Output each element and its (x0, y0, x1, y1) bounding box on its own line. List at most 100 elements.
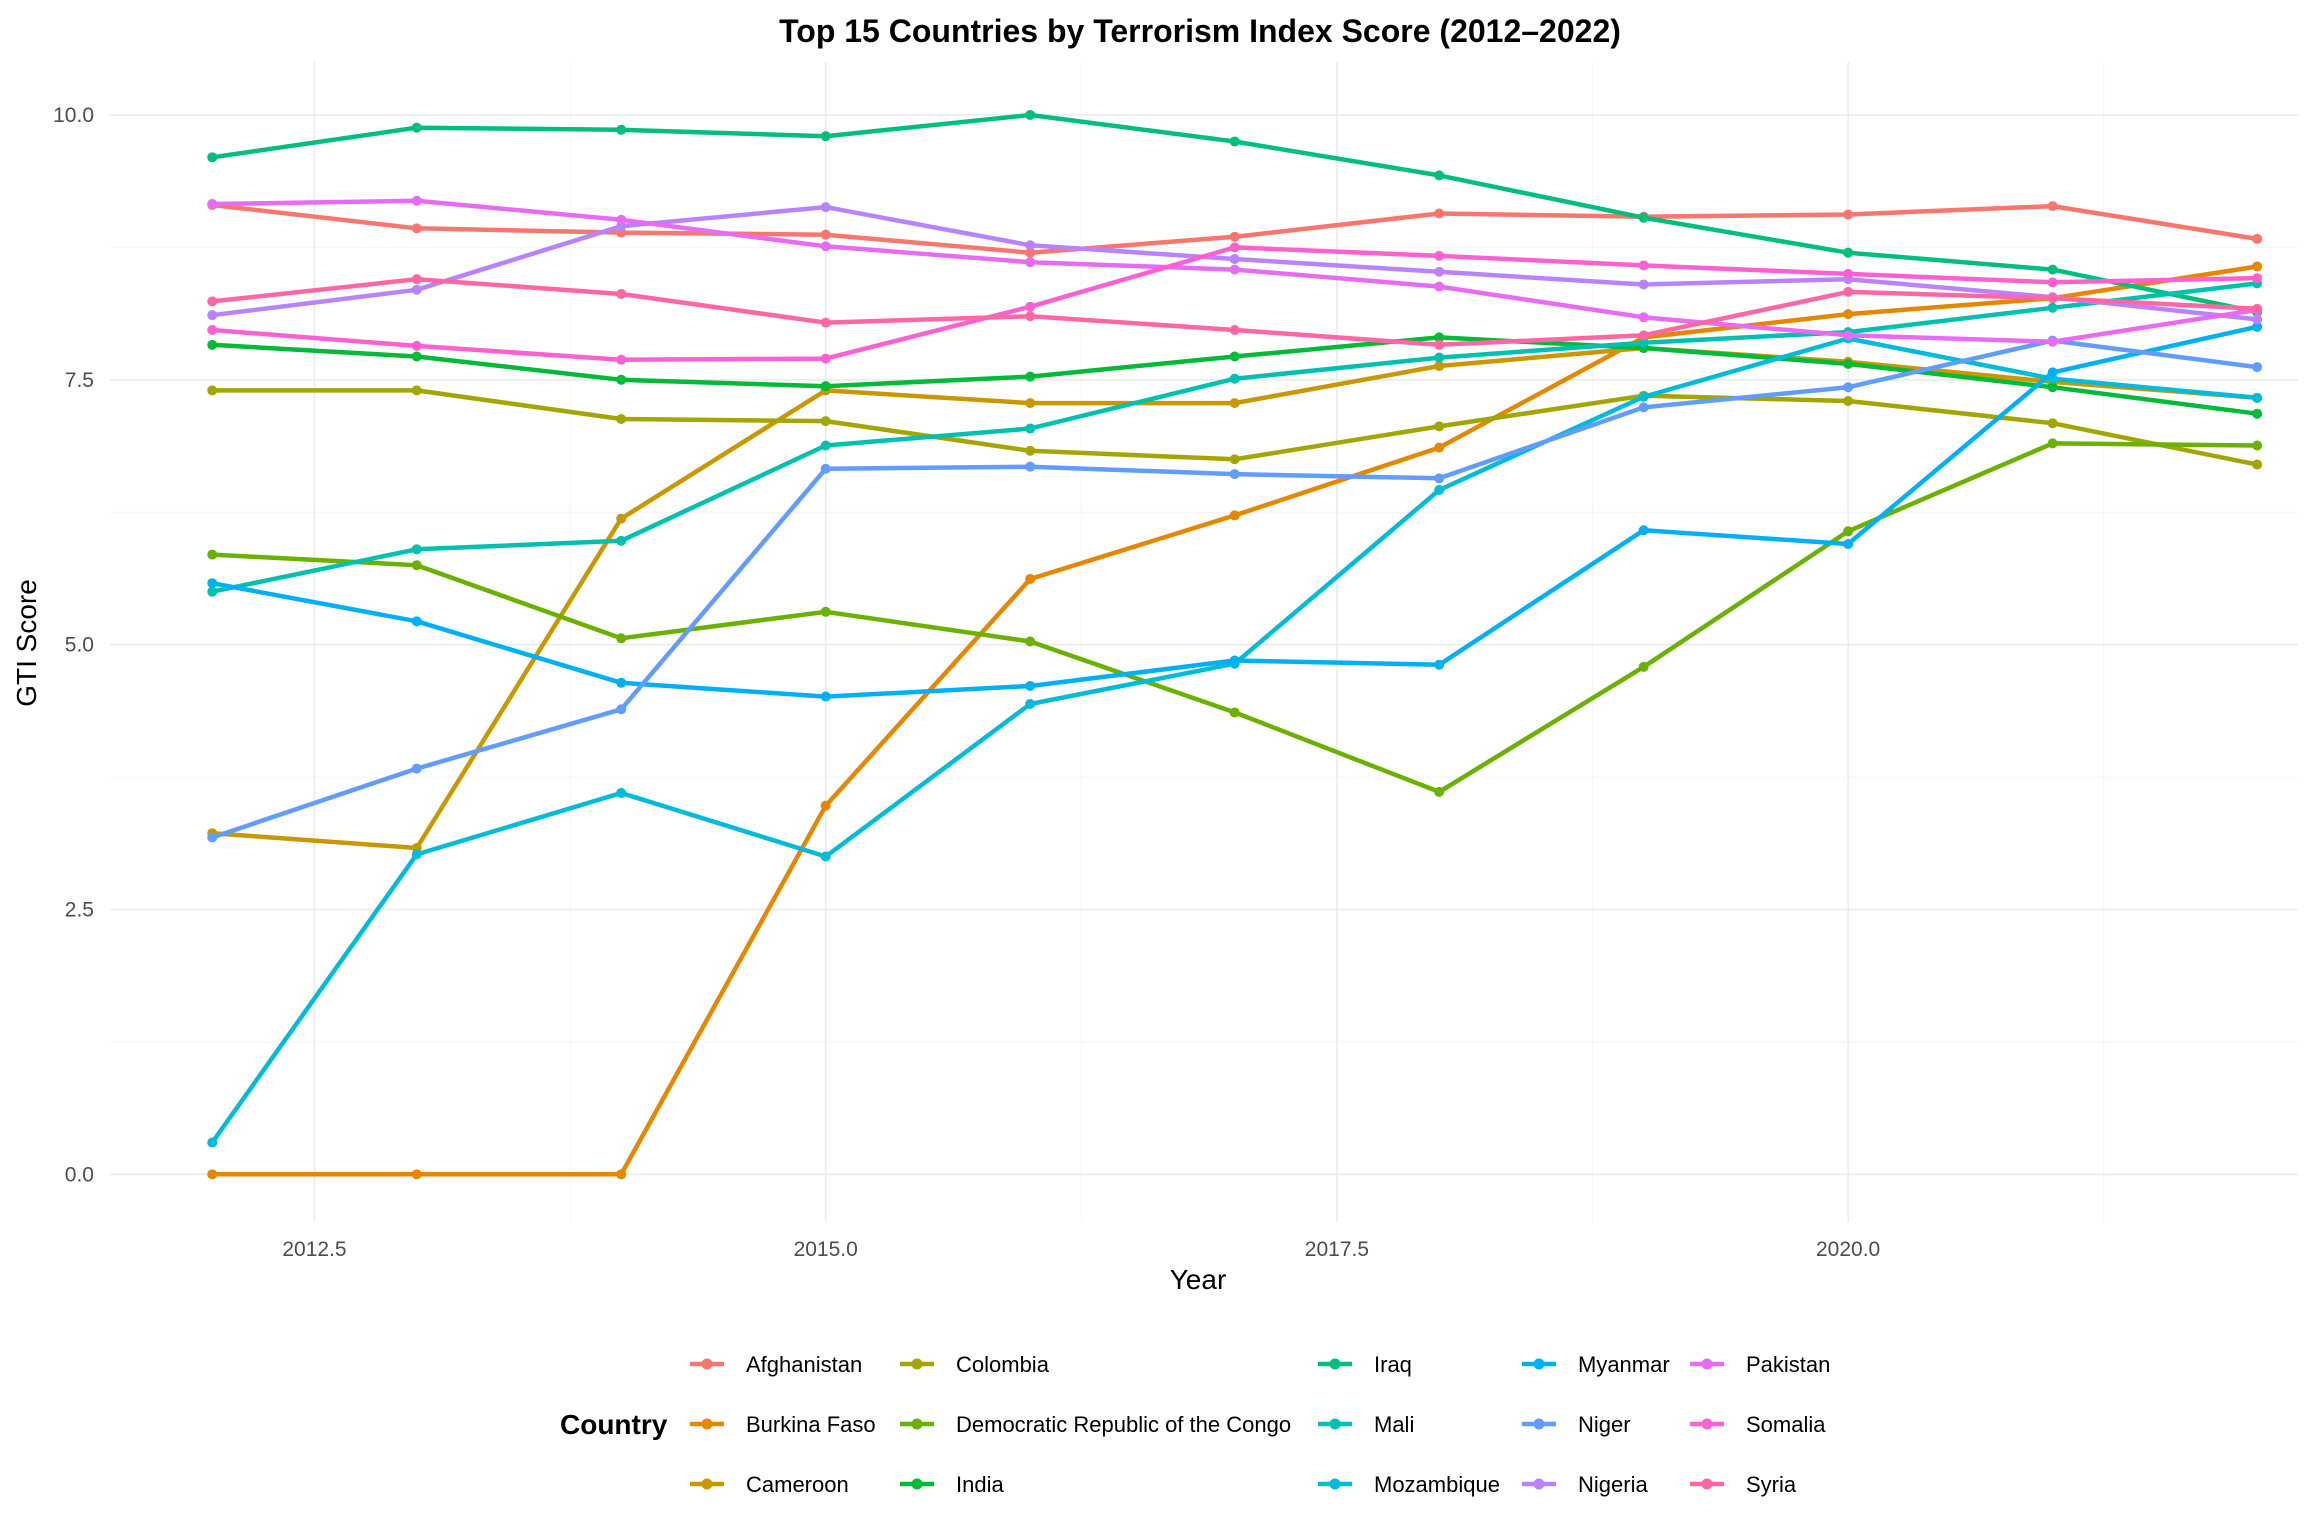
data-point-india (1843, 358, 1854, 369)
data-point-afghanistan (1025, 247, 1036, 258)
data-point-somalia (2252, 273, 2263, 284)
legend-item-afghanistan: Afghanistan (690, 1352, 862, 1377)
y-axis-ticks: 0.0 2.5 5.0 7.5 10.0 (53, 104, 94, 1186)
legend-key-point (701, 1418, 713, 1430)
data-point-burkina-faso (1434, 442, 1445, 453)
data-point-iraq (616, 124, 627, 135)
data-point-nigeria (1638, 279, 1649, 290)
legend-item-cameroon: Cameroon (690, 1472, 849, 1497)
data-point-niger (2252, 362, 2263, 373)
data-point-india (616, 374, 627, 385)
data-point-iraq (820, 131, 831, 142)
legend-label: Afghanistan (746, 1352, 862, 1377)
series-lines (207, 109, 2263, 1180)
data-point-mozambique (1025, 698, 1036, 709)
data-point-pakistan (1434, 281, 1445, 292)
data-point-pakistan (820, 241, 831, 252)
data-point-nigeria (207, 310, 218, 321)
data-point-syria (1843, 286, 1854, 297)
data-point-mozambique (616, 787, 627, 798)
legend-key-point (1329, 1418, 1341, 1430)
data-point-afghanistan (2047, 201, 2058, 212)
data-point-burkina-faso (411, 1169, 422, 1180)
data-point-nigeria (1229, 254, 1240, 265)
data-point-colombia (1229, 454, 1240, 465)
legend-label: Mali (1374, 1412, 1414, 1437)
legend-item-burkina-faso: Burkina Faso (690, 1412, 876, 1437)
data-point-india (2047, 382, 2058, 393)
legend-key-point (1329, 1358, 1341, 1370)
data-point-niger (411, 763, 422, 774)
data-point-mozambique (1434, 484, 1445, 495)
data-point-syria (616, 289, 627, 299)
data-point-afghanistan (1229, 231, 1240, 242)
data-point-myanmar (820, 691, 831, 702)
data-point-colombia (1434, 421, 1445, 432)
legend-item-democratic-republic-of-the-congo: Democratic Republic of the Congo (900, 1412, 1291, 1437)
data-point-burkina-faso (1229, 510, 1240, 521)
data-point-mali (1229, 373, 1240, 384)
series-iraq (207, 109, 2263, 318)
data-point-myanmar (411, 616, 422, 627)
legend-item-iraq: Iraq (1318, 1352, 1412, 1377)
legend-item-pakistan: Pakistan (1690, 1352, 1830, 1377)
legend-key-point (701, 1478, 713, 1490)
data-point-syria (207, 296, 218, 307)
series-democratic-republic-of-the-congo (207, 438, 2263, 797)
data-point-democratic-republic-of-the-congo (1638, 661, 1649, 672)
x-tick-label: 2017.5 (1305, 1238, 1369, 1261)
data-point-burkina-faso (820, 800, 831, 811)
data-point-iraq (1025, 109, 1036, 120)
data-point-cameroon (1025, 398, 1036, 409)
data-point-pakistan (411, 195, 422, 206)
data-point-cameroon (1434, 361, 1445, 372)
data-point-niger (1843, 382, 1854, 393)
y-tick-label: 10.0 (53, 104, 94, 127)
data-point-syria (2252, 303, 2263, 314)
data-point-cameroon (1229, 398, 1240, 409)
data-point-mali (1638, 337, 1649, 348)
data-point-mozambique (2252, 392, 2263, 403)
legend-key-point (1533, 1418, 1545, 1430)
data-point-mali (207, 586, 218, 597)
series-myanmar (207, 321, 2263, 702)
data-point-india (411, 351, 422, 362)
legend-label: Colombia (956, 1352, 1050, 1377)
series-pakistan (207, 195, 2263, 347)
data-point-myanmar (207, 578, 218, 589)
legend-label: Mozambique (1374, 1472, 1500, 1497)
legend-key-point (911, 1418, 923, 1430)
data-point-pakistan (207, 198, 218, 209)
data-point-nigeria (1025, 240, 1036, 251)
data-point-somalia (1434, 250, 1445, 261)
data-point-india (2252, 408, 2263, 419)
legend-item-nigeria: Nigeria (1522, 1472, 1648, 1497)
legend-label: Somalia (1746, 1412, 1826, 1437)
legend-item-myanmar: Myanmar (1522, 1352, 1670, 1377)
legend-label: Pakistan (1746, 1352, 1830, 1377)
data-point-niger (207, 832, 218, 843)
data-point-niger (1638, 402, 1649, 413)
data-point-somalia (1843, 268, 1854, 279)
data-point-niger (1229, 469, 1240, 480)
legend-key-point (1533, 1478, 1545, 1490)
data-point-afghanistan (411, 223, 422, 234)
data-point-myanmar (1434, 659, 1445, 670)
legend-key-point (911, 1478, 923, 1490)
data-point-iraq (1843, 247, 1854, 258)
data-point-mali (411, 544, 422, 555)
data-point-colombia (207, 385, 218, 396)
legend-key-point (701, 1358, 713, 1370)
data-point-syria (1229, 325, 1240, 336)
data-point-democratic-republic-of-the-congo (820, 606, 831, 617)
x-tick-label: 2012.5 (282, 1238, 346, 1261)
series-syria (207, 274, 2263, 350)
data-point-mozambique (207, 1137, 218, 1148)
data-point-mali (1025, 423, 1036, 434)
series-somalia (207, 242, 2263, 365)
data-point-democratic-republic-of-the-congo (2252, 440, 2263, 451)
data-point-india (820, 381, 831, 392)
legend-label: Cameroon (746, 1472, 849, 1497)
